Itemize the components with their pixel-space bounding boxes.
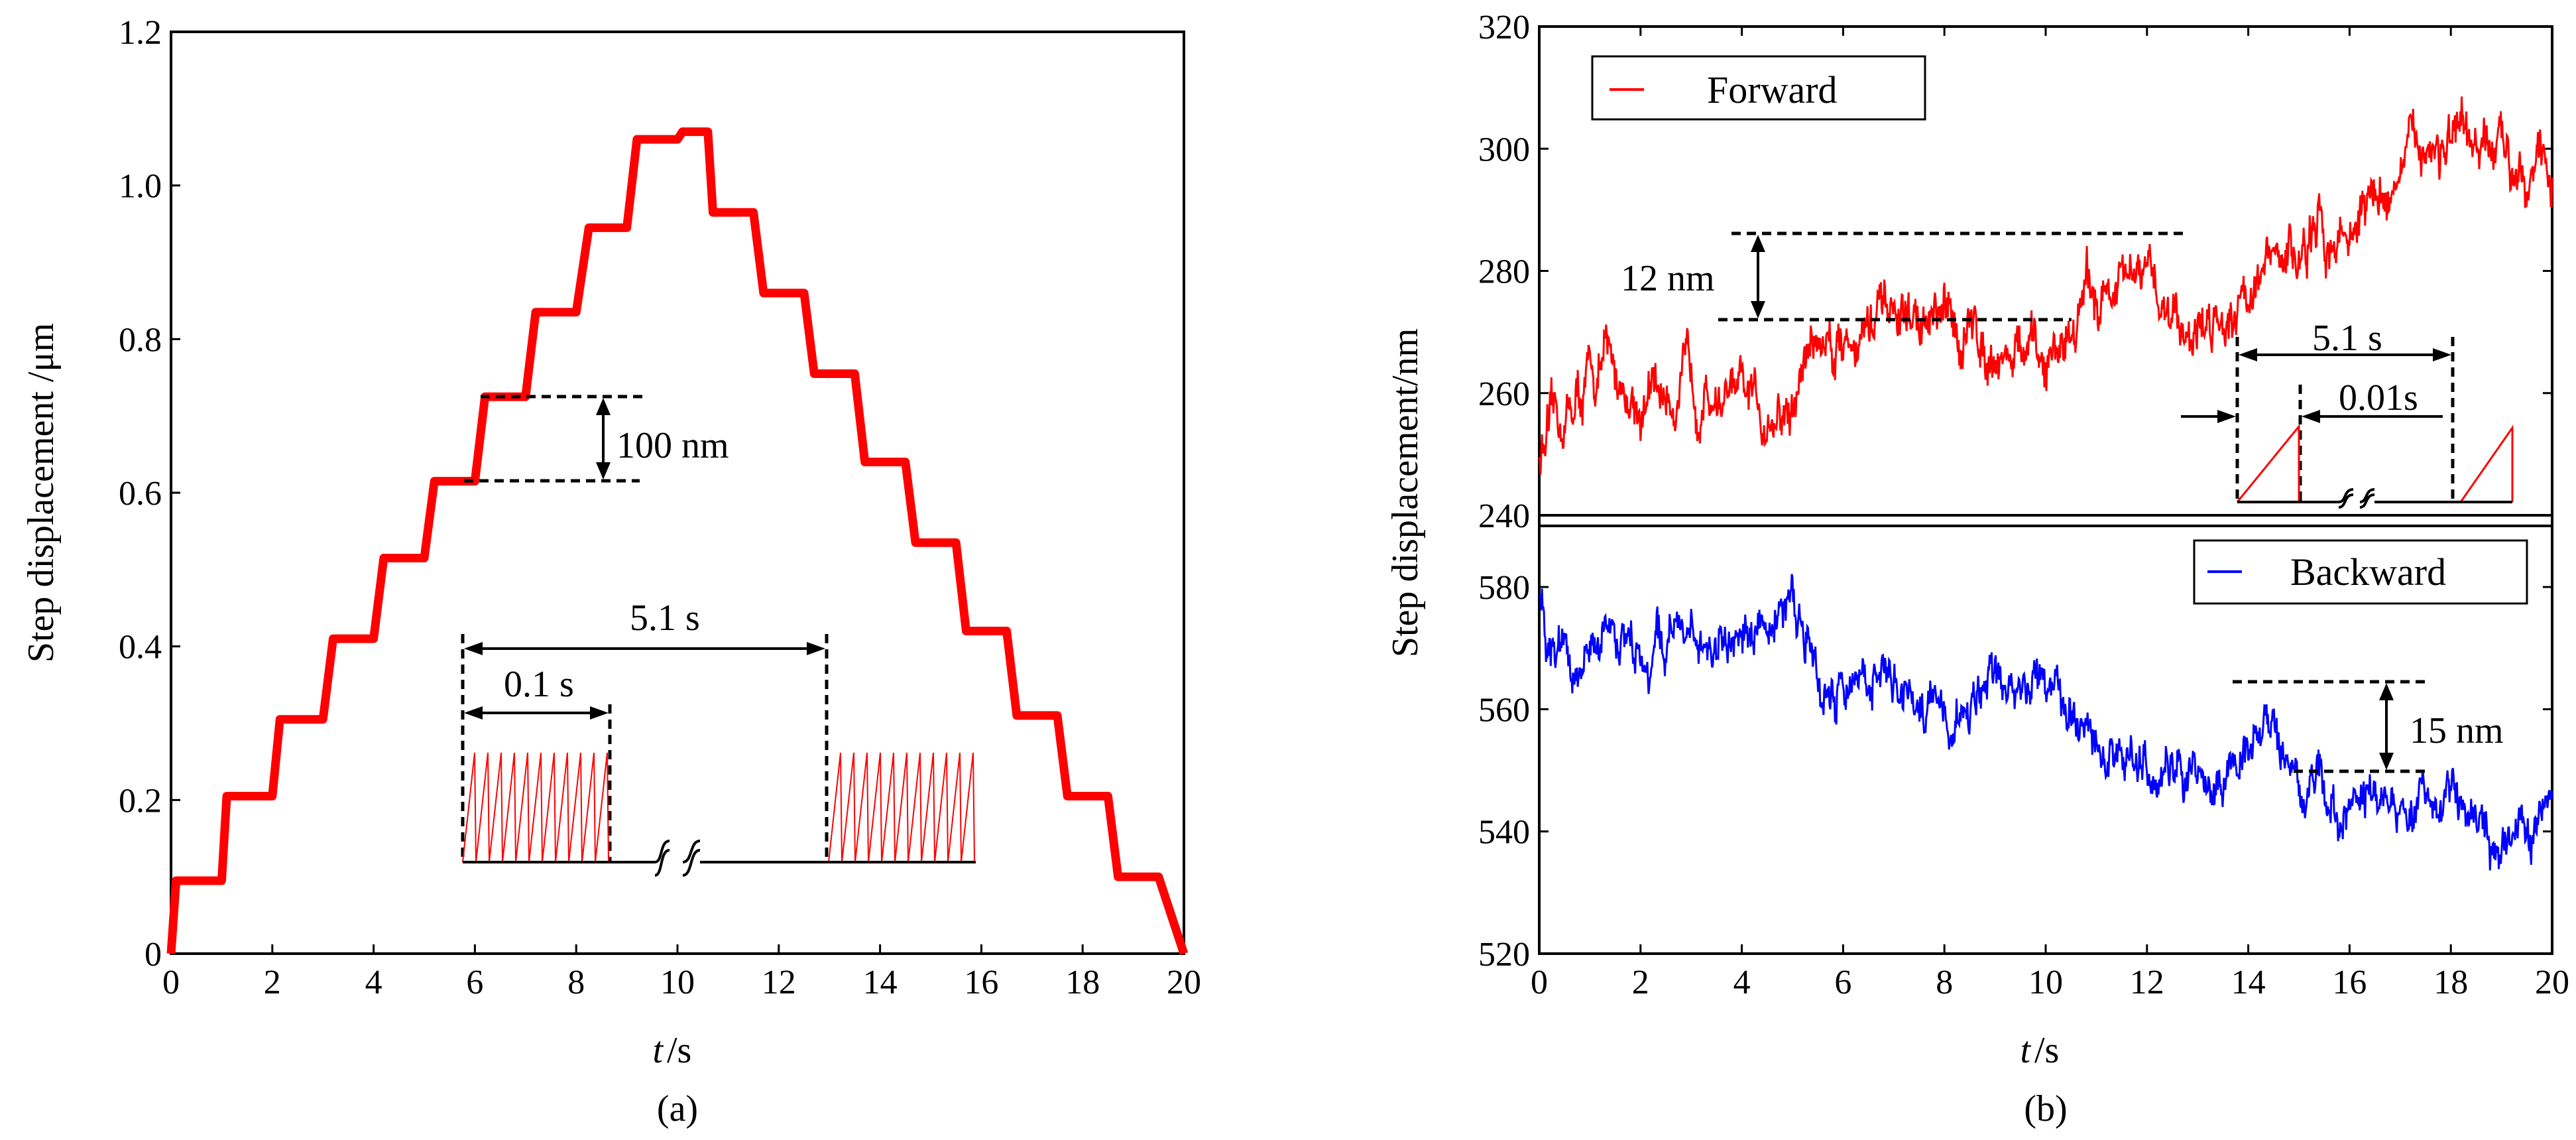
inset-baseline-break: [463, 840, 976, 877]
x-ticks-b: 0 2 4 6 8 10 12 14 16 18 20: [1531, 27, 2569, 1001]
backward-band-label: 15 nm: [2410, 710, 2504, 751]
x-tick-label: 12: [2130, 964, 2164, 1001]
x-tick-label: 4: [1733, 964, 1751, 1001]
sub-period-label: 0.1 s: [504, 664, 574, 705]
x-axis-label-unit-b: /s: [2034, 1030, 2059, 1071]
x-tick-label: 4: [365, 964, 382, 1001]
x-tick-label: 12: [762, 964, 796, 1001]
forward-band-label: 12 nm: [1621, 258, 1715, 299]
period-label: 5.1 s: [630, 598, 700, 639]
backward-band-arrow-head-up: [2379, 683, 2394, 700]
y-tick-label: 280: [1478, 253, 1530, 291]
panel-b: 0 2 4 6 8 10 12 14 16 18 20 240 260 280 300 320 520 540…: [1385, 9, 2569, 1129]
legend-backward-box: [2193, 539, 2528, 605]
inset-ramp-red: [2236, 423, 2514, 503]
caption-b: (b): [2024, 1088, 2067, 1129]
y-tick-label: 540: [1478, 814, 1530, 852]
y-tick-label: 0.2: [119, 782, 162, 820]
ramp-width-label: 0.01s: [2339, 377, 2418, 418]
y-ticks-backward: 520 540 560 580: [1478, 569, 2552, 974]
y-tick-label: 0.4: [119, 629, 162, 666]
x-tick-label: 10: [2028, 964, 2063, 1001]
y-axis-label-b: Step displacement/nm: [1385, 328, 1426, 657]
x-tick-label: 6: [1834, 964, 1851, 1001]
caption-a: (a): [657, 1088, 698, 1129]
y-tick-label: 260: [1478, 375, 1530, 413]
y-tick-label: 320: [1478, 9, 1530, 46]
x-tick-label: 18: [1065, 964, 1100, 1001]
x-axis-label-var-b: t: [2020, 1030, 2031, 1071]
backward-band-arrow-head-down: [2379, 753, 2394, 770]
x-tick-label: 8: [567, 964, 585, 1001]
x-tick-label: 2: [1632, 964, 1649, 1001]
arrow-head-down: [596, 462, 611, 479]
legend-backward: Backward: [2193, 539, 2528, 605]
y-tick-label: 240: [1478, 497, 1530, 535]
x-tick-label: 6: [466, 964, 483, 1001]
ramp-period-label: 5.1 s: [2312, 318, 2382, 359]
x-ticks-a: 0 2 4 6 8 10 12 14 16 18 20: [162, 944, 1201, 1001]
y-tick-label: 0.6: [119, 475, 162, 513]
x-tick-label: 14: [863, 964, 898, 1001]
x-tick-label: 20: [2535, 964, 2569, 1001]
period-arrow-head-right: [807, 642, 825, 655]
inset-sawtooth-left: [462, 752, 609, 863]
ramp-width-arrow-head-left: [2217, 410, 2236, 423]
forward-series-line: [1538, 96, 2553, 475]
x-tick-label: 16: [964, 964, 998, 1001]
x-tick-label: 14: [2231, 964, 2266, 1001]
legend-forward-box: [1591, 55, 1926, 121]
x-tick-label: 18: [2433, 964, 2468, 1001]
y-tick-label: 0: [145, 936, 162, 974]
forward-band-arrow-head-up: [1751, 235, 1765, 252]
ramp-period-arrow-head-left: [2239, 348, 2257, 361]
forward-band-arrow-head-down: [1751, 301, 1765, 318]
panel-a: 0 2 4 6 8 10 12 14 16 18 20 0 0.2 0.4 0.6 0.8 1.0 1.2 10…: [21, 14, 1201, 1129]
y-tick-label: 560: [1478, 691, 1530, 729]
period-arrow-head-left: [464, 642, 483, 655]
x-tick-label: 10: [660, 964, 695, 1001]
step-series-line: [166, 127, 1189, 956]
arrow-head-up: [596, 398, 611, 415]
x-tick-label: 0: [1531, 964, 1548, 1001]
step-height-label: 100 nm: [616, 425, 729, 466]
y-tick-label: 0.8: [119, 321, 162, 359]
legend-backward-label: Backward: [2290, 550, 2446, 594]
x-axis-label-unit-a: /s: [667, 1030, 691, 1071]
ramp-period-arrow-head-right: [2433, 348, 2451, 361]
sub-period-arrow-head-right: [590, 706, 609, 720]
inset-sawtooth-right: [828, 752, 975, 863]
y-tick-label: 1.2: [119, 14, 162, 52]
y-ticks-a: 0 0.2 0.4 0.6 0.8 1.0 1.2: [119, 14, 180, 974]
x-tick-label: 16: [2332, 964, 2367, 1001]
inset-ramp-baseline: [2237, 488, 2512, 509]
x-tick-label: 20: [1167, 964, 1201, 1001]
x-tick-label: 8: [1936, 964, 1953, 1001]
y-tick-label: 1.0: [119, 168, 162, 206]
y-axis-label-a: Step displacement /μm: [21, 323, 62, 663]
y-tick-label: 580: [1478, 569, 1530, 607]
x-tick-label: 0: [162, 964, 180, 1001]
ramp-width-arrow-head-right: [2302, 410, 2320, 423]
y-tick-label: 520: [1478, 936, 1530, 974]
x-tick-label: 2: [264, 964, 281, 1001]
y-tick-label: 300: [1478, 131, 1530, 168]
legend-forward: Forward: [1591, 55, 1926, 121]
sub-period-arrow-head-left: [464, 706, 483, 720]
plot-frame-a: [170, 31, 1185, 955]
y-ticks-forward: 240 260 280 300 320: [1478, 9, 2552, 535]
legend-forward-label: Forward: [1707, 68, 1838, 111]
backward-series-line: [1538, 574, 2553, 871]
x-axis-label-var-a: t: [652, 1030, 664, 1071]
